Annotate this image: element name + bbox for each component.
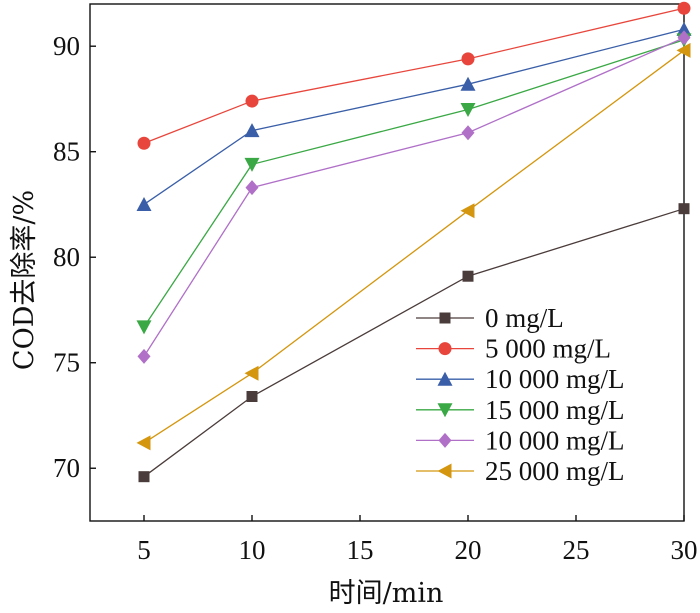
data-point: [460, 203, 475, 219]
x-tick-label: 10: [239, 535, 266, 565]
data-point: [677, 1, 691, 15]
plot-frame: [89, 3, 685, 522]
legend-item: 5 000 mg/L: [416, 334, 611, 364]
series-line: [143, 208, 685, 478]
x-tick-label: 5: [137, 535, 151, 565]
series-line: [143, 37, 685, 357]
data-point: [244, 157, 260, 172]
x-tick-label: 15: [347, 535, 374, 565]
legend-label: 5 000 mg/L: [485, 334, 611, 364]
data-point: [244, 123, 260, 138]
data-point: [245, 94, 259, 108]
data-point: [460, 76, 476, 91]
series-0: [138, 203, 690, 483]
y-tick-label: 85: [53, 137, 80, 167]
data-point: [136, 196, 152, 211]
series-line: [143, 7, 685, 144]
legend-item: 25 000 mg/L: [416, 456, 625, 486]
data-point: [246, 390, 258, 402]
data-point: [677, 30, 691, 46]
series-3: [136, 33, 692, 335]
legend-marker: [437, 371, 453, 386]
legend-item: 10 000 mg/L: [416, 364, 625, 394]
data-point: [245, 180, 259, 196]
legend-marker: [438, 342, 452, 356]
legend-item: 0 mg/L: [416, 303, 564, 333]
legend-label: 25 000 mg/L: [485, 456, 625, 486]
series-line: [143, 49, 685, 444]
legend-marker: [438, 432, 452, 448]
data-point: [138, 471, 150, 483]
data-point: [137, 136, 151, 150]
x-tick-label: 30: [671, 535, 698, 565]
data-point: [678, 203, 690, 215]
legend-marker: [437, 463, 452, 479]
legend-item: 10 000 mg/L: [416, 425, 625, 455]
data-point: [676, 21, 692, 36]
series-layer: [136, 1, 692, 483]
legend-label: 10 000 mg/L: [485, 364, 625, 394]
series-4: [137, 30, 691, 364]
legend-marker: [439, 312, 451, 324]
y-tick-label: 75: [53, 348, 80, 378]
x-axis-ticks: 5 10 15 20 25 30: [137, 515, 698, 565]
y-tick-label: 90: [53, 31, 80, 61]
legend-label: 15 000 mg/L: [485, 395, 625, 425]
data-point: [461, 125, 475, 141]
data-point: [462, 270, 474, 282]
data-point: [137, 348, 151, 364]
legend-label: 10 000 mg/L: [485, 425, 625, 455]
y-tick-label: 80: [53, 242, 80, 272]
legend: 0 mg/L5 000 mg/L10 000 mg/L15 000 mg/L10…: [416, 303, 625, 486]
series-1: [137, 1, 691, 150]
data-point: [676, 42, 691, 58]
series-line: [143, 39, 685, 328]
data-point: [460, 103, 476, 118]
x-tick-label: 20: [455, 535, 482, 565]
series-5: [136, 42, 691, 451]
series-line: [143, 28, 685, 206]
data-point: [136, 435, 151, 451]
data-point: [461, 52, 475, 66]
y-axis-ticks: 70 75 80 85 90: [53, 31, 96, 483]
y-axis-title: COD去除率/%: [9, 190, 40, 370]
series-2: [136, 21, 692, 211]
x-axis-title: 时间/min: [329, 578, 444, 609]
legend-label: 0 mg/L: [485, 303, 564, 333]
data-point: [244, 365, 259, 381]
data-point: [136, 320, 152, 335]
legend-item: 15 000 mg/L: [416, 395, 625, 425]
y-tick-label: 70: [53, 453, 80, 483]
legend-marker: [437, 403, 453, 418]
axes-frame: [89, 3, 685, 522]
x-tick-label: 25: [563, 535, 590, 565]
